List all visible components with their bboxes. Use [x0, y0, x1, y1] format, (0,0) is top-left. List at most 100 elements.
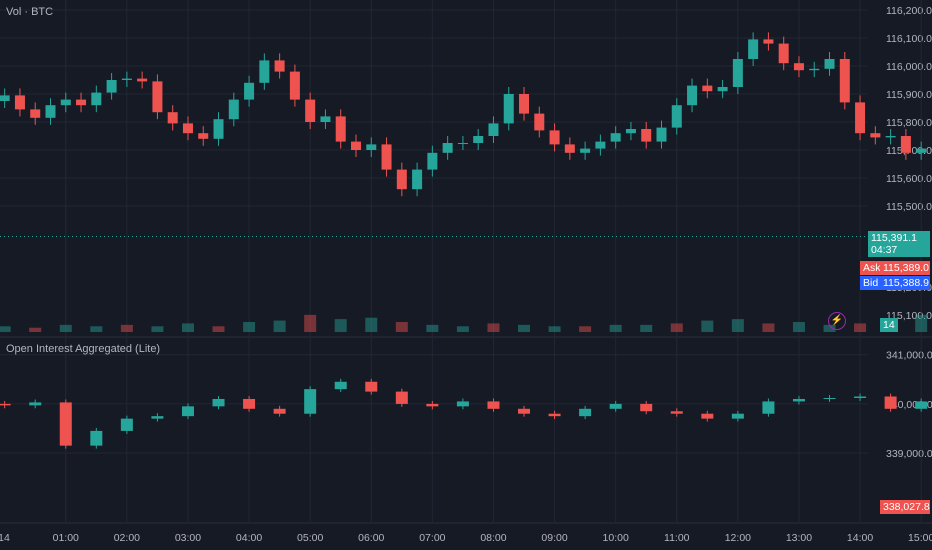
- price-candle: [121, 78, 132, 80]
- price-candle: [473, 136, 484, 143]
- volume-bar: [609, 324, 622, 332]
- volume-bar: [518, 324, 531, 332]
- time-tick-label: 15:00: [908, 532, 932, 544]
- time-tick-label: 06:00: [358, 532, 384, 544]
- oi-candle: [365, 381, 378, 392]
- volume-bar: [548, 326, 561, 332]
- open-interest-indicator-title: Open Interest Aggregated (Lite): [6, 343, 161, 355]
- price-candle: [289, 71, 300, 100]
- volume-bar: [823, 324, 836, 332]
- oi-candle: [915, 401, 928, 409]
- oi-candle: [273, 408, 286, 414]
- price-tick-label: 115,900.0: [886, 89, 932, 101]
- time-tick-label: 13:00: [786, 532, 812, 544]
- volume-bar: [640, 324, 653, 332]
- time-tick-label: 05:00: [297, 532, 323, 544]
- price-candle: [91, 92, 102, 106]
- price-candle: [167, 112, 178, 124]
- oi-candle: [120, 418, 133, 431]
- price-candle: [213, 119, 224, 139]
- price-candle: [366, 144, 377, 150]
- volume-bar: [731, 319, 744, 332]
- volume-bar: [334, 319, 347, 332]
- volume-indicator-label: Vol · BTC: [6, 6, 54, 18]
- bid-label-badge: Bid: [860, 276, 882, 290]
- oi-candle: [426, 403, 439, 407]
- price-candle: [106, 80, 117, 93]
- volume-bar: [212, 326, 225, 332]
- volume-bar: [487, 323, 500, 332]
- price-candle: [457, 143, 468, 144]
- oi-candle: [212, 398, 225, 407]
- oi-candle: [792, 398, 805, 402]
- oi-candle: [731, 413, 744, 419]
- volume-bar: [243, 322, 256, 332]
- oi-candle: [59, 402, 72, 446]
- oi-candle: [762, 401, 775, 414]
- price-candle: [442, 143, 453, 153]
- oi-candle: [884, 396, 897, 409]
- volume-bar: [29, 327, 42, 332]
- price-candle: [839, 59, 850, 103]
- price-candle: [396, 169, 407, 190]
- price-candle: [76, 99, 87, 106]
- oi-tick-label: 341,000.0: [886, 350, 932, 362]
- volume-bar: [701, 320, 714, 332]
- time-tick-label: 03:00: [175, 532, 201, 544]
- price-candle: [549, 130, 560, 145]
- oi-candle: [395, 391, 408, 404]
- price-candle: [687, 85, 698, 106]
- price-candle: [244, 82, 255, 100]
- oi-candle: [579, 408, 592, 417]
- oi-candle: [151, 416, 164, 419]
- price-candle: [916, 148, 927, 153]
- time-tick-label: 12:00: [725, 532, 751, 544]
- price-tick-label: 115,600.0: [886, 173, 932, 185]
- last-price-value: 115,391.1: [871, 232, 917, 244]
- volume-bar: [365, 317, 378, 332]
- price-candle: [580, 148, 591, 153]
- volume-bar: [915, 314, 928, 332]
- volume-bar: [181, 323, 194, 332]
- bar-countdown: 04:37: [871, 244, 898, 256]
- time-tick-label: 10:00: [603, 532, 629, 544]
- time-tick-label: 14: [0, 532, 10, 544]
- price-candle: [350, 141, 361, 150]
- volume-bar: [426, 324, 439, 332]
- price-candle: [763, 39, 774, 44]
- volume-bar: [0, 326, 11, 332]
- price-candle: [855, 102, 866, 134]
- price-candle: [228, 99, 239, 120]
- volume-bar: [792, 322, 805, 332]
- price-candle: [534, 113, 545, 131]
- oi-candle: [487, 401, 500, 409]
- ask-price-tag: 115,389.0: [880, 261, 930, 275]
- volume-bar: [59, 324, 72, 332]
- price-candle: [14, 95, 25, 110]
- volume-bar: [120, 324, 133, 332]
- oi-candle: [670, 411, 683, 414]
- volume-bar: [90, 326, 103, 332]
- oi-candle: [701, 413, 714, 419]
- price-candle: [274, 60, 285, 72]
- lightning-icon[interactable]: ⚡: [828, 312, 846, 330]
- price-candle: [503, 94, 514, 124]
- price-candle: [60, 99, 71, 106]
- price-candle: [900, 136, 911, 153]
- price-candle: [427, 152, 438, 170]
- last-price-tag: 115,391.1 04:37: [868, 231, 930, 257]
- oi-candle: [823, 397, 836, 399]
- price-candle: [305, 99, 316, 122]
- oi-candle: [548, 413, 561, 417]
- volume-bar: [579, 326, 592, 332]
- price-candle: [702, 85, 713, 92]
- volume-last-tag: 14: [880, 318, 898, 332]
- time-tick-label: 08:00: [480, 532, 506, 544]
- price-candle: [778, 43, 789, 64]
- price-candle: [870, 133, 881, 138]
- price-candle: [595, 141, 606, 149]
- price-candle: [610, 133, 621, 142]
- price-candle: [732, 59, 743, 87]
- oi-candle: [0, 403, 11, 406]
